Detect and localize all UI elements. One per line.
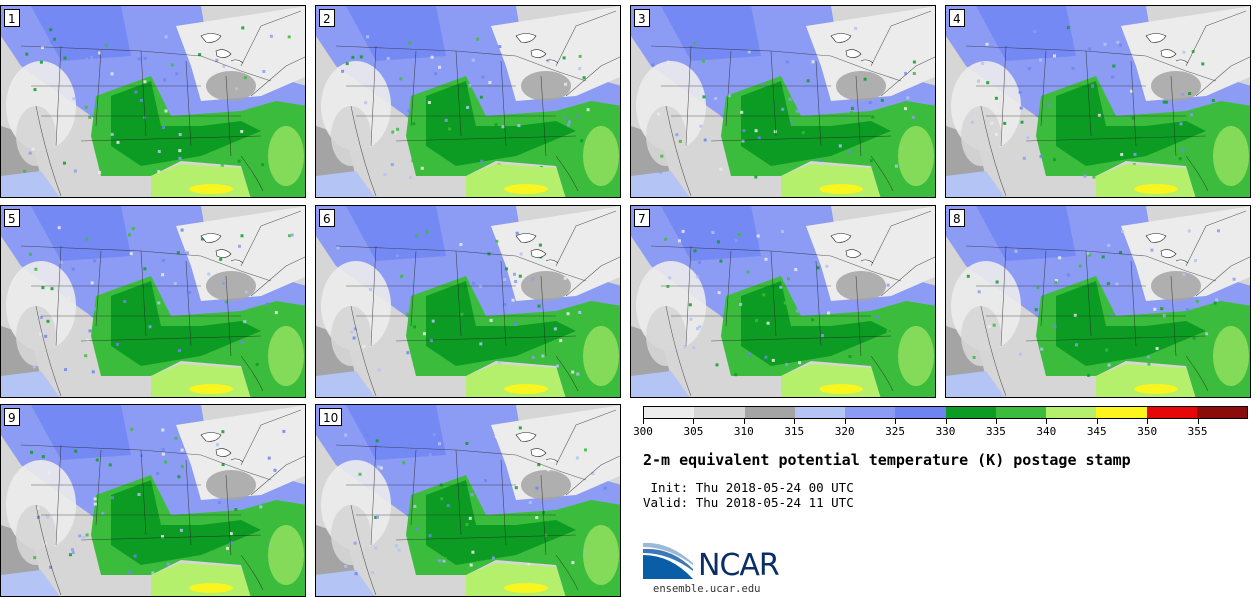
colorbar-swatch [1196, 407, 1247, 418]
colorbar-tick-label: 310 [733, 425, 754, 438]
colorbar-tick [995, 419, 997, 424]
colorbar-tick-label: 325 [885, 425, 906, 438]
member-number: 2 [319, 9, 335, 27]
member-panel: 7 [630, 205, 936, 398]
colorbar-tick [1046, 419, 1048, 424]
colorbar-tick-label: 350 [1137, 425, 1158, 438]
member-number: 7 [634, 209, 650, 227]
member-panel: 1 [0, 5, 306, 198]
colorbar-tick [794, 419, 796, 424]
colorbar-tick [1096, 419, 1098, 424]
colorbar-tick-label: 340 [1036, 425, 1057, 438]
colorbar-swatch [744, 407, 795, 418]
member-map [1, 6, 305, 197]
member-map [316, 6, 620, 197]
member-map [946, 6, 1250, 197]
colorbar-tick [895, 419, 897, 424]
colorbar-swatch [945, 407, 996, 418]
member-number: 5 [4, 209, 20, 227]
colorbar-tick-label: 300 [633, 425, 653, 438]
member-map [631, 206, 935, 397]
colorbar-swatch [1096, 407, 1147, 418]
colorbar-tick [945, 419, 947, 424]
member-panel: 9 [0, 404, 306, 597]
colorbar-tick [1147, 419, 1149, 424]
valid-line: Valid: Thu 2018-05-24 11 UTC [643, 495, 854, 510]
member-panel: 6 [315, 205, 621, 398]
colorbar-tick-label: 355 [1187, 425, 1208, 438]
member-number: 1 [4, 9, 20, 27]
member-number: 6 [319, 209, 335, 227]
member-panel: 5 [0, 205, 306, 398]
colorbar-tick-label: 315 [784, 425, 805, 438]
colorbar-tick [743, 419, 745, 424]
colorbar-tick [1197, 419, 1199, 424]
member-map [1, 405, 305, 596]
colorbar-tick [844, 419, 846, 424]
colorbar-swatch [895, 407, 946, 418]
figure-title: 2-m equivalent potential temperature (K)… [643, 451, 1131, 469]
init-line: Init: Thu 2018-05-24 00 UTC [643, 480, 854, 495]
colorbar [643, 406, 1248, 419]
colorbar-tick-label: 330 [935, 425, 956, 438]
member-number: 8 [949, 209, 965, 227]
member-map [946, 206, 1250, 397]
colorbar-swatch [694, 407, 745, 418]
init-label: Init: [643, 480, 689, 495]
member-number: 4 [949, 9, 965, 27]
ncar-logo-text: NCAR [698, 548, 780, 583]
init-value: Thu 2018-05-24 00 UTC [695, 480, 854, 495]
member-number: 9 [4, 408, 20, 426]
colorbar-tick-label: 345 [1086, 425, 1107, 438]
member-panel: 8 [945, 205, 1251, 398]
colorbar-tick [643, 419, 644, 424]
colorbar-swatch [794, 407, 845, 418]
ncar-logo-icon [643, 542, 693, 579]
colorbar-swatch [995, 407, 1046, 418]
colorbar-swatch [1046, 407, 1097, 418]
member-panel: 4 [945, 5, 1251, 198]
member-map [631, 6, 935, 197]
member-panel: 10 [315, 404, 621, 597]
colorbar-tick-label: 320 [834, 425, 855, 438]
member-panel: 3 [630, 5, 936, 198]
colorbar-swatch [1146, 407, 1197, 418]
member-map [316, 405, 620, 596]
colorbar-swatch [644, 407, 695, 418]
colorbar-tick [693, 419, 695, 424]
colorbar-swatch [845, 407, 896, 418]
valid-value: Thu 2018-05-24 11 UTC [695, 495, 854, 510]
member-panel: 2 [315, 5, 621, 198]
member-number: 10 [319, 408, 343, 426]
member-map [316, 206, 620, 397]
valid-label: Valid: [643, 495, 689, 510]
member-number: 3 [634, 9, 650, 27]
ensemble-url: ensemble.ucar.edu [653, 583, 761, 595]
colorbar-tick-label: 335 [985, 425, 1006, 438]
member-map [1, 206, 305, 397]
colorbar-tick-label: 305 [683, 425, 704, 438]
